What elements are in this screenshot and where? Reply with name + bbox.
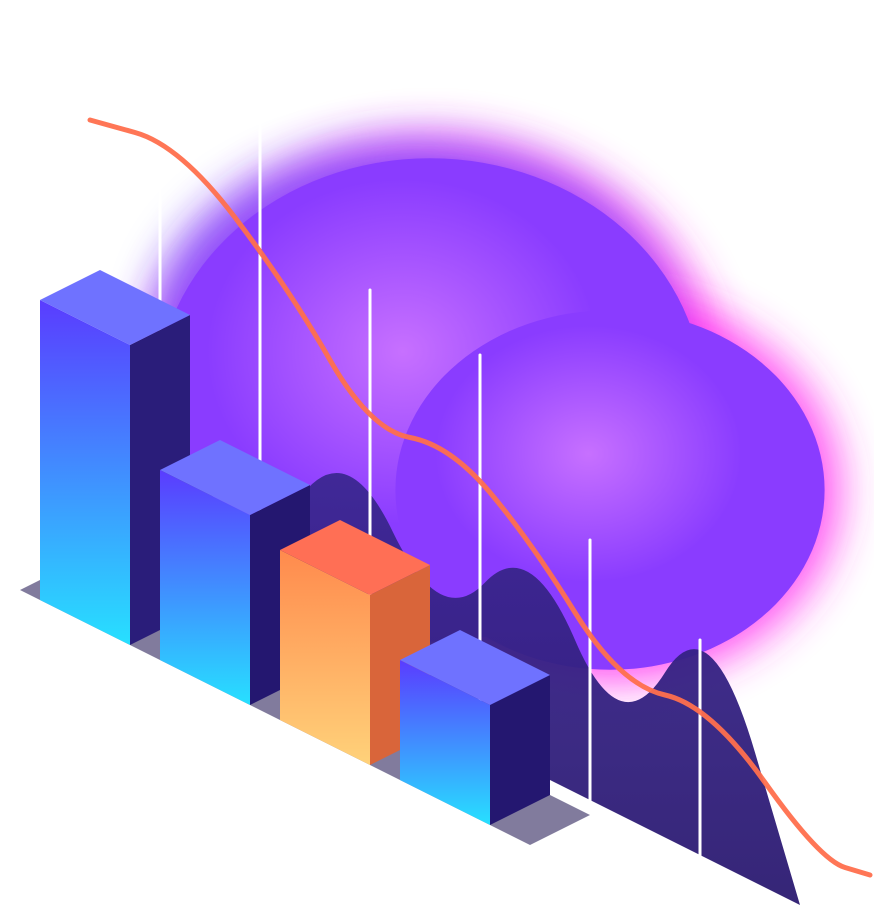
isometric-analytics-illustration bbox=[0, 0, 874, 912]
